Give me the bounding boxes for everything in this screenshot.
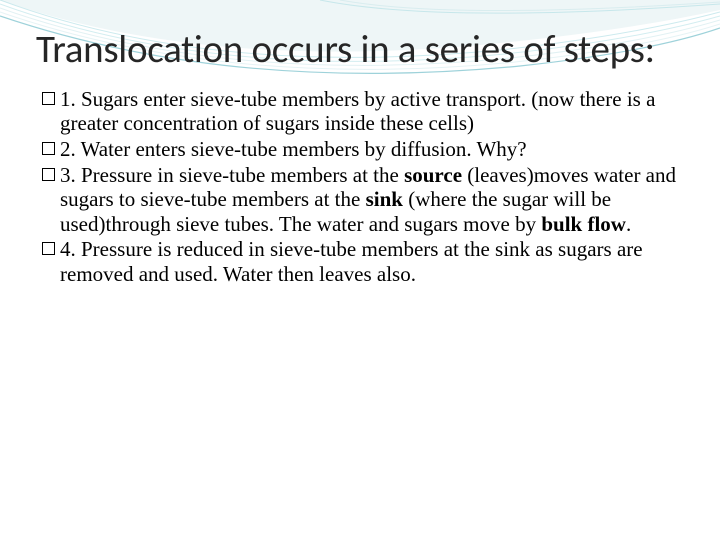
- text-segment: 3. Pressure in sieve-tube members at the: [60, 163, 404, 187]
- bold-text: bulk flow: [541, 212, 626, 236]
- bullet-marker-icon: [42, 92, 55, 105]
- bullet-item: 2. Water enters sieve-tube members by di…: [42, 137, 684, 162]
- bullet-marker-icon: [42, 142, 55, 155]
- bullet-text: 3. Pressure in sieve-tube members at the…: [60, 163, 684, 237]
- slide-title: Translocation occurs in a series of step…: [36, 28, 684, 73]
- slide-content: Translocation occurs in a series of step…: [0, 0, 720, 295]
- bullet-text: 4. Pressure is reduced in sieve-tube mem…: [60, 237, 684, 286]
- text-segment: 2. Water enters sieve-tube members by di…: [60, 137, 527, 161]
- bullet-marker-icon: [42, 242, 55, 255]
- bold-text: source: [404, 163, 462, 187]
- bullet-list: 1. Sugars enter sieve-tube members by ac…: [36, 87, 684, 287]
- bullet-text: 1. Sugars enter sieve-tube members by ac…: [60, 87, 684, 136]
- bullet-text: 2. Water enters sieve-tube members by di…: [60, 137, 684, 162]
- bold-text: sink: [366, 187, 403, 211]
- bullet-item: 4. Pressure is reduced in sieve-tube mem…: [42, 237, 684, 286]
- text-segment: 1. Sugars enter sieve-tube members by ac…: [60, 87, 655, 136]
- bullet-marker-icon: [42, 168, 55, 181]
- text-segment: 4. Pressure is reduced in sieve-tube mem…: [60, 237, 643, 286]
- text-segment: .: [626, 212, 631, 236]
- bullet-item: 1. Sugars enter sieve-tube members by ac…: [42, 87, 684, 136]
- bullet-item: 3. Pressure in sieve-tube members at the…: [42, 163, 684, 237]
